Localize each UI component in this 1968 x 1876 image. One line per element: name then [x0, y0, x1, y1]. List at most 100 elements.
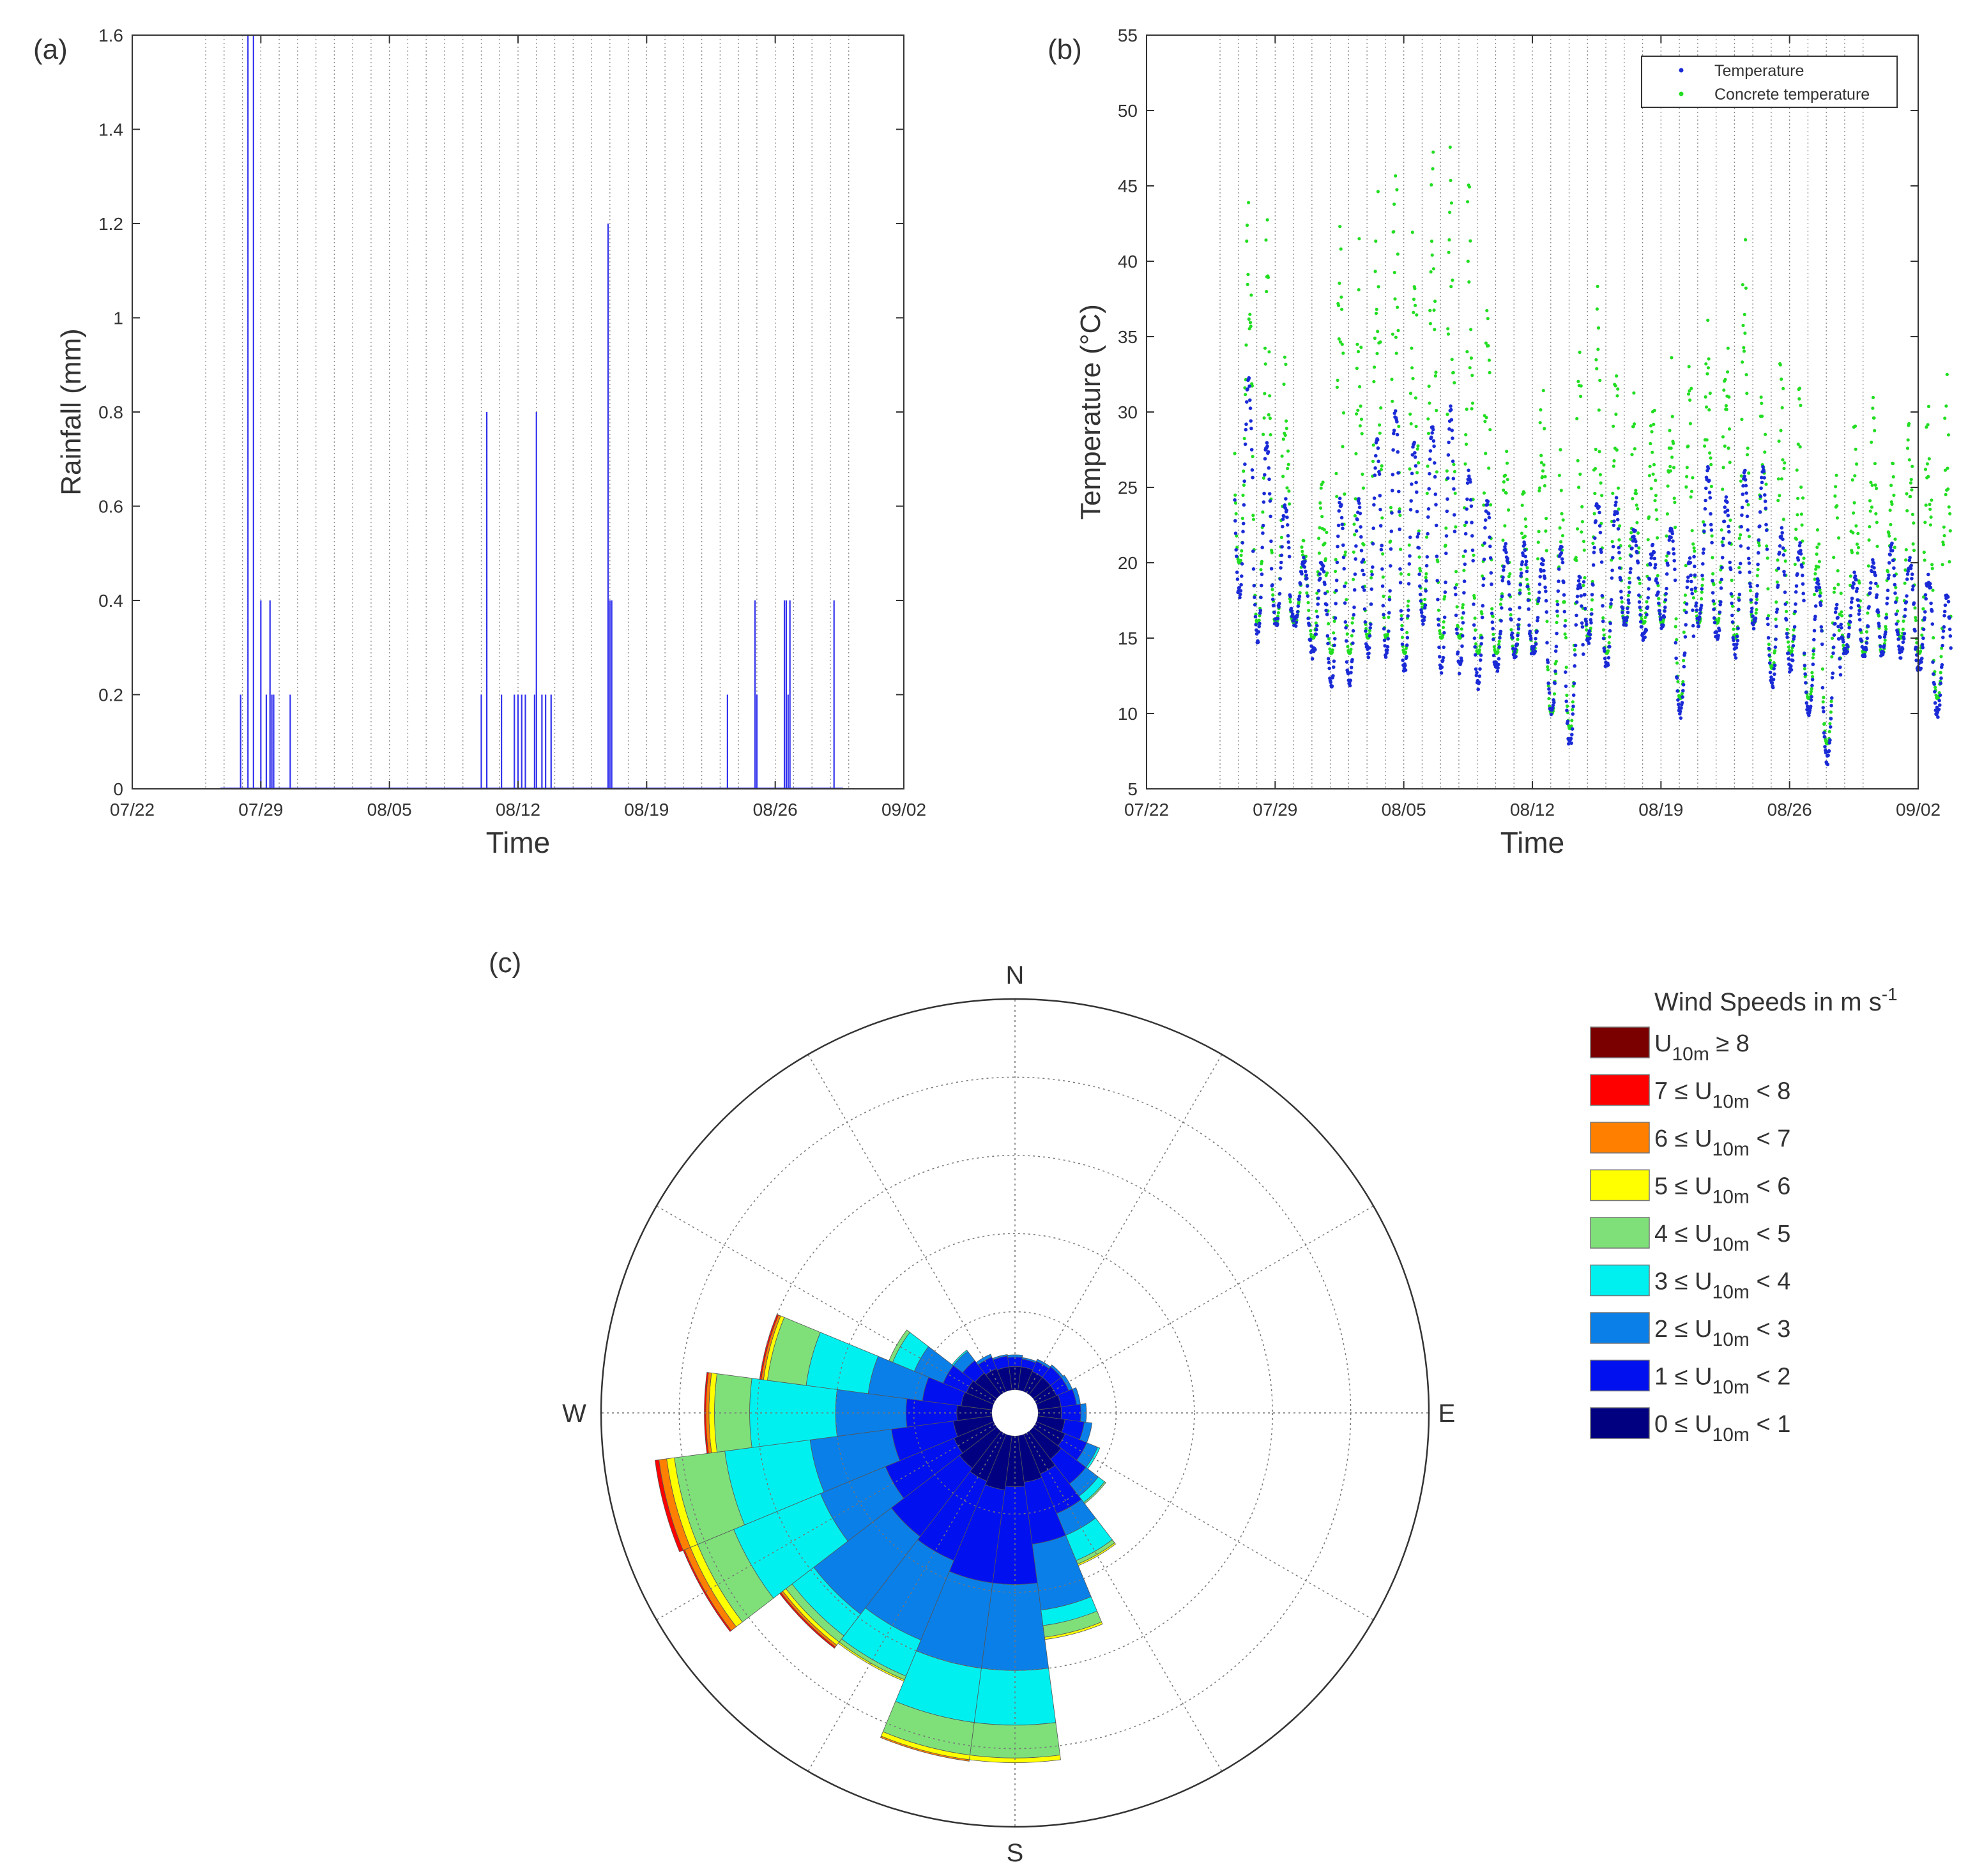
concrete-temp-point: [1406, 604, 1410, 608]
concrete-temp-point: [1629, 531, 1633, 535]
concrete-temp-point: [1260, 560, 1264, 563]
concrete-temp-point: [1905, 446, 1910, 450]
temperature-point: [1831, 645, 1836, 650]
concrete-temp-point: [1408, 412, 1412, 416]
concrete-temp-point: [1668, 429, 1672, 432]
temperature-point: [1489, 571, 1493, 575]
concrete-temp-point: [1340, 342, 1344, 346]
concrete-temp-point: [1811, 675, 1815, 678]
temperature-point: [1507, 593, 1511, 597]
concrete-temp-point: [1711, 556, 1714, 560]
concrete-temp-point: [1543, 484, 1546, 488]
concrete-temp-point: [1814, 567, 1818, 571]
concrete-temp-point: [1926, 475, 1930, 478]
concrete-temp-point: [1833, 494, 1837, 498]
concrete-temp-point: [1893, 545, 1896, 549]
x-tick-label: 08/05: [1382, 800, 1426, 820]
concrete-temp-point: [1596, 347, 1600, 351]
temperature-point: [1727, 524, 1730, 529]
temperature-point: [1939, 682, 1942, 685]
temperature-point: [1857, 618, 1862, 622]
concrete-temp-point: [1633, 422, 1636, 426]
temperature-point: [1353, 572, 1357, 576]
concrete-temp-point: [1426, 431, 1431, 436]
temperature-point: [1601, 636, 1606, 641]
concrete-temp-point: [1276, 611, 1280, 615]
temperature-point: [1759, 486, 1763, 491]
temperature-point: [1594, 519, 1598, 523]
temperature-point: [1526, 584, 1530, 589]
concrete-temp-point: [1261, 510, 1265, 514]
temperature-point: [1876, 610, 1880, 614]
temperature-point: [1304, 573, 1308, 577]
concrete-temp-point: [1354, 497, 1357, 501]
concrete-temp-point: [1690, 386, 1693, 390]
temperature-point: [1794, 590, 1798, 594]
wind-legend-swatch: [1590, 1074, 1650, 1106]
temperature-point: [1345, 660, 1349, 664]
temperature-point: [1603, 657, 1607, 660]
temperature-point: [1914, 645, 1918, 650]
concrete-temp-point: [1507, 508, 1511, 512]
temperature-point: [1382, 638, 1387, 643]
concrete-temp-point: [1691, 596, 1695, 600]
concrete-temp-point: [1341, 351, 1345, 355]
temperature-point: [1331, 674, 1335, 678]
temperature-point: [1633, 528, 1637, 533]
y-tick-label: 1.6: [98, 26, 123, 45]
temperature-point: [1601, 619, 1605, 623]
temperature-point: [1774, 637, 1778, 641]
temperature-point: [1382, 627, 1386, 631]
temperature-point: [1656, 601, 1661, 606]
concrete-temp-point: [1739, 533, 1743, 537]
concrete-temp-point: [1836, 569, 1840, 573]
temperature-point: [1400, 627, 1404, 632]
concrete-temp-point: [1783, 549, 1787, 553]
temperature-point: [1573, 643, 1578, 648]
temperature-point: [1407, 608, 1410, 612]
temperature-point: [1783, 590, 1787, 594]
concrete-temp-point: [1430, 240, 1434, 243]
concrete-temp-point: [1470, 374, 1474, 377]
temperature-point: [1410, 482, 1414, 486]
temperature-point: [1652, 556, 1657, 561]
temperature-point: [1892, 574, 1896, 578]
temperature-point: [1370, 572, 1374, 577]
concrete-temp-point: [1315, 609, 1318, 613]
concrete-temp-point: [1320, 515, 1324, 519]
concrete-temp-point: [1903, 581, 1907, 585]
temperature-point: [1300, 572, 1304, 576]
temperature-point: [1802, 652, 1806, 655]
temperature-point: [1824, 751, 1828, 755]
concrete-temp-point: [1443, 595, 1447, 599]
concrete-temp-point: [1537, 486, 1542, 490]
temperature-point: [1534, 642, 1538, 646]
concrete-temp-point: [1914, 618, 1918, 622]
x-tick-label: 08/26: [1767, 800, 1812, 820]
concrete-temp-point: [1566, 704, 1569, 708]
temperature-point: [1640, 625, 1644, 629]
concrete-temp-point: [1701, 577, 1705, 581]
temperature-point: [1793, 609, 1797, 614]
concrete-temp-point: [1757, 544, 1761, 547]
temperature-point: [1949, 646, 1953, 650]
concrete-temp-point: [1428, 322, 1432, 326]
temperature-point: [1689, 573, 1693, 577]
concrete-temp-point: [1767, 614, 1771, 618]
wind-legend-swatch: [1590, 1217, 1650, 1249]
temperature-point: [1609, 602, 1613, 606]
concrete-temp-point: [1912, 549, 1916, 553]
temperature-point: [1457, 671, 1461, 676]
temperature-point: [1378, 524, 1383, 528]
temperature-point: [1474, 667, 1478, 671]
concrete-temp-point: [1866, 564, 1870, 568]
temperature-point: [1778, 544, 1782, 548]
concrete-temp-point: [1801, 496, 1805, 500]
temperature-point: [1875, 593, 1879, 597]
temperature-point: [1690, 588, 1694, 591]
temperature-point: [1758, 494, 1763, 498]
temperature-point: [1363, 620, 1368, 624]
concrete-temp-point: [1634, 489, 1638, 492]
temperature-point: [1277, 605, 1281, 609]
